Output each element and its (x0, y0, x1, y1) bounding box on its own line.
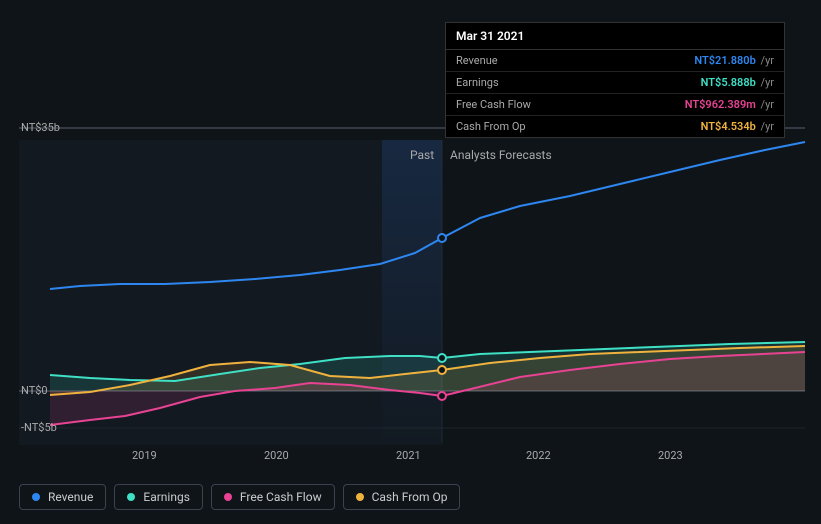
legend-dot-icon (32, 493, 40, 501)
forecasts-section-label: Analysts Forecasts (450, 148, 552, 162)
chart-tooltip: Mar 31 2021 Revenue NT$21.880b /yr Earning… (445, 22, 785, 138)
y-axis-label: -NT$5b (21, 421, 57, 434)
legend-label: Free Cash Flow (240, 490, 322, 504)
legend-item-fcf[interactable]: Free Cash Flow (211, 484, 335, 510)
past-section-label: Past (410, 148, 434, 162)
legend-dot-icon (127, 493, 135, 501)
legend-dot-icon (356, 493, 364, 501)
x-axis-label: 2022 (526, 449, 551, 462)
legend-item-earnings[interactable]: Earnings (114, 484, 203, 510)
y-axis-label: NT$35b (21, 121, 60, 134)
tooltip-row: Free Cash Flow NT$962.389m /yr (446, 94, 784, 116)
x-axis-label: 2021 (396, 449, 421, 462)
tooltip-metric-value: NT$962.389m /yr (685, 98, 774, 111)
tooltip-metric-label: Revenue (456, 54, 498, 67)
financial-forecast-chart: NT$35b NT$0 -NT$5b 2019 2020 2021 2022 2… (0, 0, 821, 524)
legend-item-cfo[interactable]: Cash From Op (343, 484, 461, 510)
tooltip-metric-value: NT$5.888b /yr (701, 76, 774, 89)
tooltip-metric-label: Free Cash Flow (456, 98, 531, 111)
legend-dot-icon (224, 493, 232, 501)
chart-legend: Revenue Earnings Free Cash Flow Cash Fro… (19, 484, 460, 510)
tooltip-date: Mar 31 2021 (446, 23, 784, 50)
tooltip-metric-value: NT$21.880b /yr (694, 54, 774, 67)
x-axis-label: 2023 (658, 449, 683, 462)
legend-label: Earnings (143, 490, 190, 504)
tooltip-metric-value: NT$4.534b /yr (701, 120, 774, 133)
tooltip-metric-label: Cash From Op (456, 120, 526, 133)
legend-label: Cash From Op (372, 490, 448, 504)
y-axis-label: NT$0 (21, 384, 48, 397)
tooltip-row: Earnings NT$5.888b /yr (446, 72, 784, 94)
tooltip-row: Revenue NT$21.880b /yr (446, 50, 784, 72)
x-axis-label: 2019 (132, 449, 157, 462)
legend-item-revenue[interactable]: Revenue (19, 484, 106, 510)
tooltip-row: Cash From Op NT$4.534b /yr (446, 116, 784, 137)
legend-label: Revenue (48, 490, 93, 504)
tooltip-metric-label: Earnings (456, 76, 499, 89)
x-axis-label: 2020 (264, 449, 289, 462)
